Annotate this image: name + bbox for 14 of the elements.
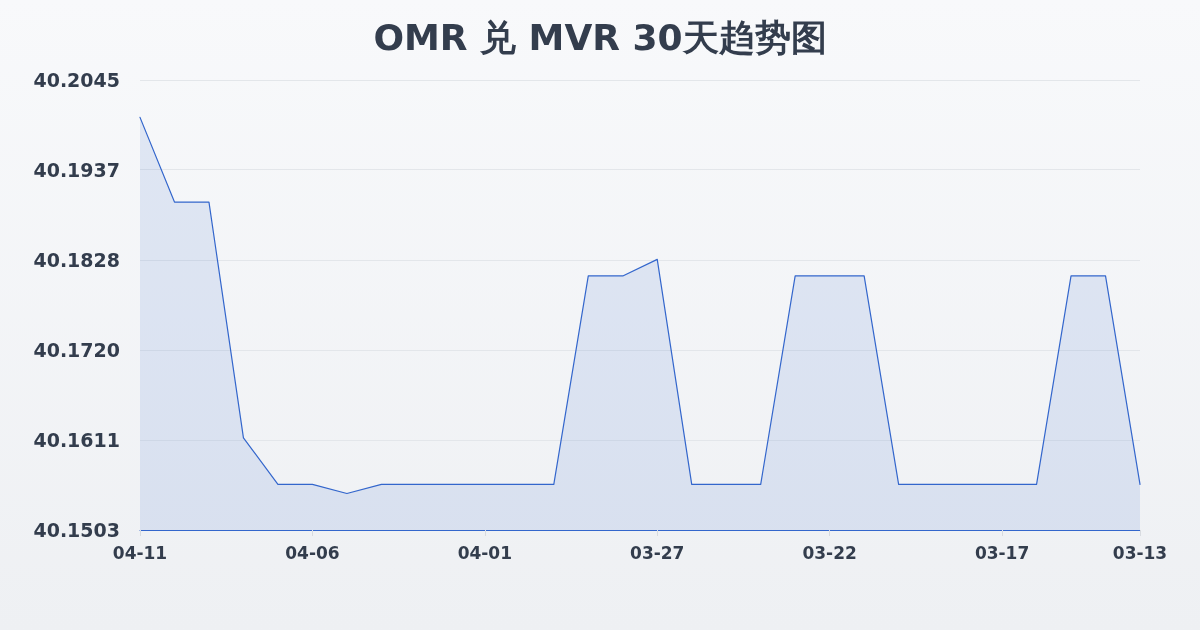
- x-tick-label: 03-17: [974, 542, 1030, 563]
- y-tick-label: 40.1503: [33, 519, 120, 541]
- x-tick-label: 03-13: [1112, 542, 1168, 563]
- x-tick-label: 04-06: [285, 542, 340, 563]
- x-tick-label: 04-11: [112, 542, 168, 563]
- y-tick-label: 40.1611: [33, 429, 120, 452]
- chart-title: OMR 兑 MVR 30天趋势图: [373, 16, 827, 58]
- y-tick-label: 40.1937: [33, 158, 120, 181]
- y-tick-label: 40.1720: [33, 338, 120, 361]
- x-tick-label: 04-01: [457, 542, 513, 563]
- y-tick-label: 40.1828: [33, 249, 120, 272]
- x-tick-label: 03-22: [802, 542, 857, 563]
- x-tick-label: 03-27: [630, 542, 685, 563]
- y-tick-label: 40.2045: [33, 69, 120, 91]
